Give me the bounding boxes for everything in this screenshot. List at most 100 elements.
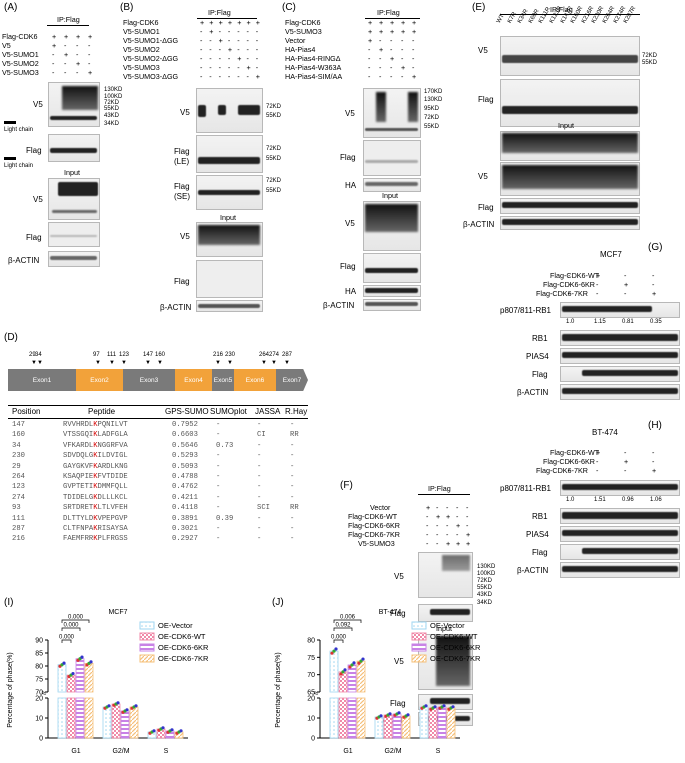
f-mw: 100KD (477, 571, 496, 577)
d-cell-sumoplot: - (216, 483, 221, 492)
d-peptide-site: K (93, 493, 98, 502)
c-ip-line (365, 18, 420, 19)
c-input-flag-label: Flag (340, 262, 356, 271)
d-peptide-pre: SDVDQLG (63, 452, 94, 461)
sign-cell: - (218, 27, 221, 36)
sign-cell: - (446, 530, 449, 539)
y-tick-label: 80 (35, 664, 43, 671)
f-row-label: Vector (370, 503, 391, 512)
sign-cell: + (237, 54, 242, 63)
sign-cell: - (426, 539, 429, 548)
legend-swatch (139, 643, 155, 652)
d-peptide-site: K (93, 421, 98, 429)
g-title: MCF7 (600, 250, 622, 259)
b-input-v5-label: V5 (180, 232, 190, 241)
e-v5-label: V5 (478, 46, 488, 55)
x-tick-label: S (436, 748, 441, 755)
d-site-arrow-icon: ▼ (271, 360, 277, 366)
c-row-label: Flag-CDK6 (285, 18, 321, 27)
sign-cell: - (412, 63, 415, 72)
bar-lower (428, 707, 438, 739)
y-tick-label: 10 (35, 716, 43, 723)
sign-cell: + (76, 59, 81, 68)
d-cell-sumoplot: - (216, 431, 221, 440)
d-site-arrow-icon: ▼ (109, 360, 115, 366)
a-input-flag-label: Flag (26, 233, 42, 242)
d-cell-gps: 0.7952 (172, 421, 198, 429)
b-flag-le-label: Flag (174, 147, 190, 156)
bar-lower (392, 713, 402, 739)
f-row-label: Flag-CDK6-7KR (348, 530, 400, 539)
x-tick-label: G2/M (112, 748, 129, 755)
d-peptide-site: K (93, 483, 98, 492)
sign-cell: - (379, 54, 382, 63)
c-row-label: HA-Pias4-SIM/AA (285, 72, 343, 81)
d-peptide-site: K (93, 525, 98, 533)
sign-cell: - (652, 271, 655, 280)
d-cell-jassa: - (257, 462, 262, 471)
d-cell-jassa: - (257, 483, 262, 492)
d-site-number: 287 (282, 352, 293, 358)
sign-cell: + (368, 27, 373, 36)
sign-cell: - (456, 530, 459, 539)
d-cell-rhay: - (290, 535, 295, 544)
d-header-sumoplot: SUMOplot (210, 407, 247, 416)
d-site-arrow-icon: ▼ (261, 360, 267, 366)
sign-cell: - (52, 50, 55, 59)
bar-lower (356, 697, 366, 739)
d-cell-position: 93 (12, 504, 21, 513)
bar-lower (84, 697, 94, 739)
b-le-tag: (LE) (174, 157, 190, 166)
d-peptide-post: NGGRFVA (97, 441, 128, 450)
sign-cell: + (368, 36, 373, 45)
d-peptide-post: DMMFQLL (97, 483, 128, 492)
d-exon: Exon7 (276, 369, 308, 391)
d-cell-position: 264 (12, 473, 25, 481)
sign-cell: - (218, 72, 221, 81)
e-input-v5-label: V5 (478, 172, 488, 181)
data-point (361, 657, 365, 661)
sig-bracket (333, 639, 344, 643)
sign-cell: + (390, 27, 395, 36)
d-cell-position: 111 (12, 514, 25, 523)
panel-label-i: (I) (4, 597, 14, 608)
d-peptide-pre: GVPTETI (63, 483, 94, 492)
h-row-label: Flag-CDK6-WT (550, 448, 600, 457)
y-tick-label: 65 (307, 690, 315, 697)
sign-cell: - (237, 45, 240, 54)
legend-swatch (139, 654, 155, 663)
sign-cell: - (466, 521, 469, 530)
sign-cell: - (426, 521, 429, 530)
sign-cell: - (390, 45, 393, 54)
data-point (343, 668, 347, 672)
d-site-number: 274 (269, 352, 280, 358)
b-flag-se-band (198, 190, 260, 195)
bar-lower (66, 697, 76, 739)
sign-cell: + (88, 68, 93, 77)
legend-label: OE-CDK6-7KR (430, 654, 481, 663)
bar-lower (419, 706, 429, 739)
sign-cell: + (52, 41, 57, 50)
h-rb1-band (562, 512, 678, 519)
sign-cell: - (390, 36, 393, 45)
sign-cell: - (237, 36, 240, 45)
legend-swatch (411, 643, 427, 652)
sign-cell: - (200, 72, 203, 81)
sign-cell: - (401, 45, 404, 54)
d-peptide-post: PLFRGSS (97, 535, 128, 544)
d-site-arrow-icon: ▼ (121, 360, 127, 366)
h-p-rb1-label: p807/811-RB1 (500, 484, 551, 493)
sign-cell: - (88, 59, 91, 68)
panel-label-g: (G) (648, 242, 663, 253)
sign-cell: - (426, 512, 429, 521)
bar-lower (401, 715, 411, 739)
legend-label: OE-Vector (430, 621, 465, 630)
c-ha-label: HA (345, 181, 357, 190)
d-site-arrow-icon: ▼ (95, 360, 101, 366)
d-cell-rhay: - (290, 441, 295, 450)
bar-lower (338, 697, 348, 739)
data-point (62, 661, 66, 665)
sign-cell: - (255, 45, 259, 54)
sign-cell: - (246, 27, 249, 36)
